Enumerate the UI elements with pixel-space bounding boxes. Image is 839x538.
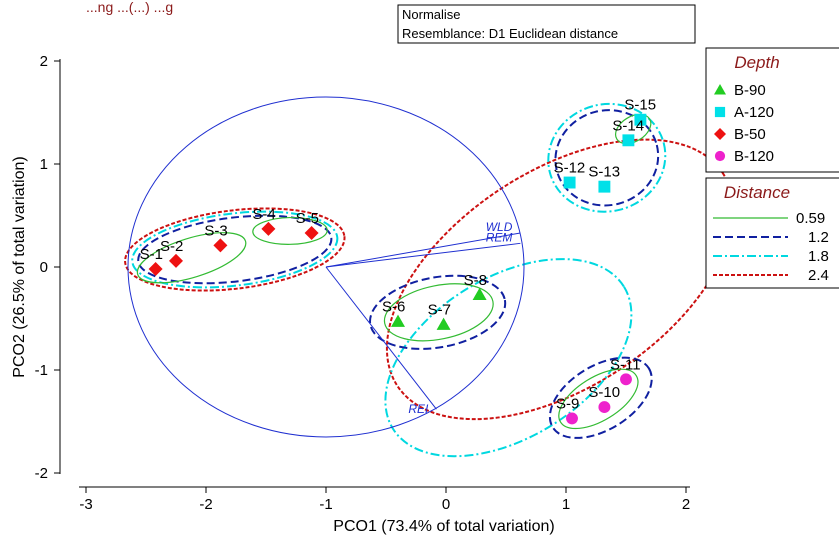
depth-legend-label-a-120: A-120 — [734, 104, 774, 121]
point-label-s-5: S-5 — [296, 210, 319, 227]
vector-label-rei: REI — [408, 402, 429, 416]
top-title-fragment: ...ng ...(...) ...g — [86, 0, 173, 15]
distance-legend-label-2-4: 2.4 — [808, 267, 829, 284]
y-tick-label-0: 0 — [40, 259, 48, 276]
depth-legend-label-b-50: B-50 — [734, 126, 766, 143]
distance-legend-label-0-59: 0.59 — [796, 210, 825, 227]
cluster-ellipse-1-2-3 — [554, 109, 660, 207]
point-s-8 — [472, 287, 487, 301]
point-s-4 — [261, 221, 276, 236]
y-tick-label--2: -2 — [35, 465, 48, 482]
point-labels: S-1S-2S-3S-4 S-5S-6 S-7S-8S-9S-10S-11S-12 S… — [140, 97, 656, 413]
cluster-ellipse-1-8-2 — [547, 102, 667, 213]
point-s-11 — [620, 373, 632, 386]
distance-legend-label-1-2: 1.2 — [808, 229, 829, 246]
vector-circle-ring — [127, 96, 525, 438]
y-tick-label--1: -1 — [35, 362, 48, 379]
point-label-s-10: S-10 — [588, 384, 620, 401]
x-tick-label-0: 0 — [442, 496, 450, 513]
point-label-s-11: S-11 — [610, 356, 641, 373]
cluster-ellipse-1-8-1 — [384, 258, 633, 458]
x-tick-label-2: 2 — [682, 496, 690, 513]
point-s-9 — [566, 412, 578, 425]
cluster-ellipse-1-2-2 — [548, 356, 653, 439]
vector-line-rem — [325, 242, 521, 268]
point-label-s-14: S-14 — [612, 117, 644, 134]
point-label-s-2: S-2 — [160, 238, 183, 255]
vector-label-rem: REM — [486, 230, 513, 244]
cluster-ellipse-0-59-1 — [252, 216, 328, 245]
distance-legend-title: Distance — [724, 183, 790, 202]
x-tick-label-1: 1 — [562, 496, 570, 513]
y-axis-title: PCO2 (26.5% of total variation) — [11, 156, 28, 377]
distance-legend: Distance 0.59 1.2 1.8 2.4 — [705, 177, 839, 289]
depth-legend: Depth B-90 A-120 B-50 B-120 — [705, 47, 839, 173]
point-s-10 — [598, 401, 611, 414]
point-label-s-3: S-3 — [204, 222, 227, 239]
point-label-s-9: S-9 — [556, 395, 579, 412]
y-tick-label-2: 2 — [40, 53, 48, 70]
info-resemblance: Resemblance: D1 Euclidean distance — [402, 26, 618, 41]
cluster-ellipse-0-59-2 — [383, 283, 494, 342]
point-s-15 — [634, 113, 647, 126]
data-points — [148, 113, 647, 425]
y-tick-label-1: 1 — [40, 156, 48, 173]
point-s-13 — [598, 180, 611, 193]
point-label-s-12: S-12 — [554, 160, 586, 177]
depth-legend-marker-b-90 — [714, 84, 726, 95]
cluster-ellipses — [124, 102, 735, 458]
cluster-ellipse-1-2-1 — [369, 274, 507, 350]
point-label-s-13: S-13 — [588, 164, 620, 181]
point-s-14 — [622, 134, 635, 147]
x-tick-label--1: -1 — [319, 496, 332, 513]
info-normalise: Normalise — [402, 7, 461, 22]
point-label-s-1: S-1 — [140, 246, 163, 263]
vector-circle — [127, 96, 525, 438]
depth-legend-label-b-90: B-90 — [734, 82, 766, 99]
point-s-2 — [169, 253, 183, 268]
point-s-3 — [213, 238, 228, 253]
cluster-ellipse-0-59-0 — [136, 232, 247, 284]
x-tick-label--2: -2 — [199, 496, 212, 513]
depth-legend-title: Depth — [734, 53, 779, 72]
cluster-ellipse-2-4-0 — [124, 207, 346, 292]
x-axis-title: PCO1 (73.4% of total variation) — [333, 518, 554, 535]
vector-line-wld — [325, 232, 521, 268]
depth-legend-label-b-120: B-120 — [734, 148, 774, 165]
point-s-12 — [563, 176, 576, 189]
point-label-s-4: S-4 — [252, 206, 275, 223]
vector-line-rei — [325, 266, 437, 410]
point-s-6 — [391, 314, 405, 327]
point-s-7 — [436, 317, 451, 330]
cluster-ellipse-0-59-4 — [615, 113, 652, 145]
distance-legend-label-1-8: 1.8 — [808, 248, 829, 265]
depth-legend-marker-a-120 — [714, 106, 726, 118]
point-s-5 — [304, 226, 319, 241]
cluster-ellipse-1-8-0 — [131, 210, 339, 289]
cluster-ellipse-0-59-3 — [558, 368, 639, 430]
point-label-s-15: S-15 — [624, 97, 656, 114]
x-tick-label--3: -3 — [79, 496, 92, 513]
info-box: Normalise Resemblance: D1 Euclidean dist… — [397, 4, 696, 44]
point-label-s-6: S-6 — [382, 299, 405, 316]
point-s-1 — [148, 262, 163, 277]
ticks: -3 -2 -1 0 1 2 -2 -1 0 1 2 — [35, 53, 691, 513]
point-label-s-8: S-8 — [464, 272, 487, 289]
depth-legend-marker-b-50 — [714, 128, 726, 140]
vector-label-wld: WLD — [486, 220, 513, 234]
point-label-s-7: S-7 — [428, 302, 451, 319]
depth-legend-marker-b-120 — [714, 150, 726, 162]
